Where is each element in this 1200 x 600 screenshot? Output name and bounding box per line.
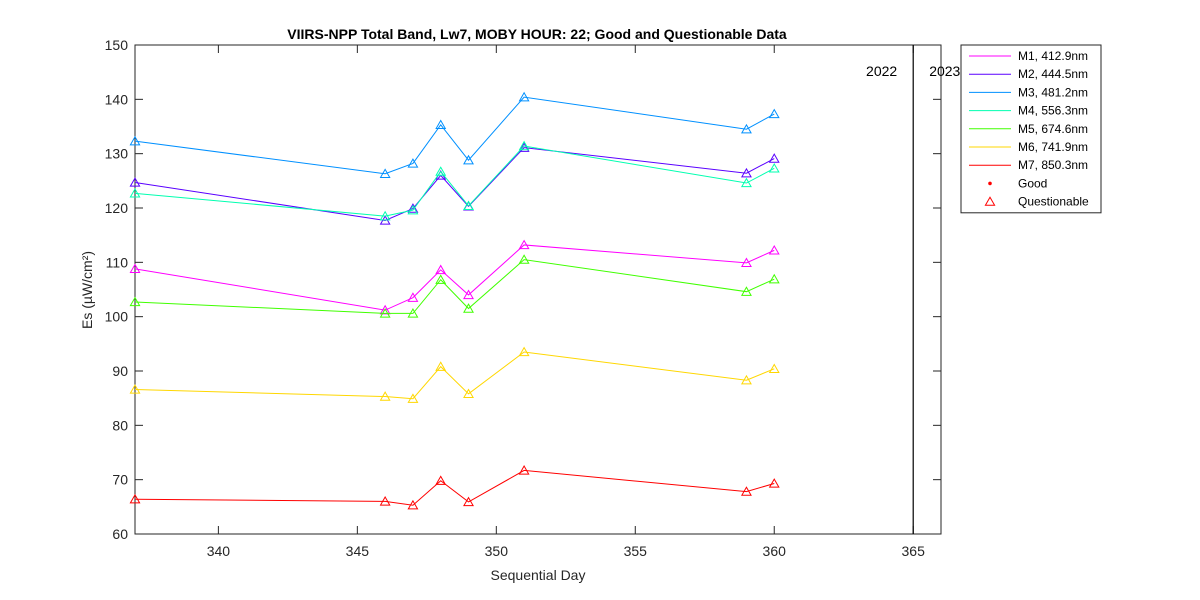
y-tick-label: 150 bbox=[105, 37, 129, 53]
data-point bbox=[518, 254, 530, 264]
x-axis-label: Sequential Day bbox=[491, 567, 586, 583]
series-line-5 bbox=[134, 259, 775, 314]
data-point bbox=[435, 264, 447, 275]
legend: M1, 412.9nm M2, 444.5nm M3, 481.2nm M4, 556… bbox=[960, 44, 1102, 214]
data-point bbox=[435, 166, 447, 176]
legend-entry: M3, 481.2nm bbox=[1018, 85, 1088, 99]
legend-entry: M5, 674.6nm bbox=[1018, 122, 1088, 136]
x-tick-label: 345 bbox=[346, 543, 370, 559]
series-line-2 bbox=[134, 147, 775, 222]
data-point bbox=[518, 465, 530, 475]
data-point bbox=[740, 257, 752, 268]
x-tick-label: 365 bbox=[902, 543, 926, 559]
data-point bbox=[518, 142, 530, 152]
y-tick-label: 110 bbox=[106, 254, 129, 270]
legend-entry: M7, 850.3nm bbox=[1018, 158, 1088, 172]
data-point bbox=[435, 475, 447, 485]
data-point bbox=[463, 303, 474, 313]
data-point bbox=[407, 203, 419, 213]
data-point bbox=[407, 158, 419, 168]
y-tick-label: 130 bbox=[105, 146, 129, 162]
data-point bbox=[463, 200, 474, 211]
series-layer bbox=[129, 91, 780, 510]
legend-entry: Good bbox=[1018, 176, 1047, 190]
y-tick-label: 140 bbox=[105, 91, 129, 107]
y-tick-label: 60 bbox=[112, 526, 128, 542]
data-point bbox=[740, 374, 752, 385]
data-point bbox=[768, 153, 780, 163]
data-point bbox=[407, 308, 419, 318]
data-point bbox=[740, 177, 752, 188]
legend-marker-good bbox=[988, 181, 992, 186]
data-point bbox=[518, 346, 530, 357]
data-point bbox=[740, 486, 752, 496]
data-point bbox=[768, 478, 780, 488]
data-point bbox=[379, 391, 391, 401]
series-line-4 bbox=[134, 145, 775, 217]
data-point bbox=[129, 493, 141, 504]
y-tick-label: 90 bbox=[112, 363, 128, 379]
data-point bbox=[129, 177, 141, 187]
data-point bbox=[129, 263, 141, 274]
series-line-7 bbox=[134, 469, 775, 506]
plot-area bbox=[134, 44, 942, 535]
data-point bbox=[768, 273, 780, 284]
data-point bbox=[407, 292, 419, 302]
x-tick-label: 360 bbox=[763, 543, 787, 559]
data-point bbox=[435, 361, 447, 371]
data-point bbox=[407, 204, 419, 215]
data-point bbox=[768, 162, 780, 173]
data-point bbox=[129, 135, 141, 146]
data-point bbox=[740, 123, 752, 134]
data-point bbox=[463, 154, 474, 165]
y-axis-label: Es (µW/cm²) bbox=[79, 251, 95, 329]
data-point bbox=[740, 286, 752, 296]
data-point bbox=[518, 91, 530, 102]
data-point bbox=[463, 388, 474, 398]
x-tick-label: 340 bbox=[207, 543, 231, 559]
data-point bbox=[129, 187, 141, 198]
legend-marker-questionable bbox=[984, 196, 996, 206]
data-point bbox=[129, 384, 141, 394]
data-point bbox=[379, 496, 391, 506]
y-tick-label: 100 bbox=[105, 309, 129, 325]
legend-entry: M6, 741.9nm bbox=[1018, 140, 1088, 154]
series-line-3 bbox=[134, 96, 775, 175]
data-point bbox=[379, 168, 391, 178]
data-point bbox=[518, 140, 530, 151]
y-tick-label: 80 bbox=[112, 417, 128, 433]
x-axis: 340 345 350 355 360 365 bbox=[207, 45, 925, 559]
data-point bbox=[129, 296, 141, 307]
year-label-left: 2022 bbox=[866, 63, 897, 79]
series-line-1 bbox=[134, 244, 775, 311]
legend-entry: M1, 412.9nm bbox=[1018, 49, 1088, 63]
data-point bbox=[407, 393, 419, 403]
legend-entry: M2, 444.5nm bbox=[1018, 67, 1088, 81]
series-line-6 bbox=[134, 351, 775, 400]
chart-title: VIIRS-NPP Total Band, Lw7, MOBY HOUR: 22… bbox=[287, 26, 787, 42]
legend-entry: M4, 556.3nm bbox=[1018, 104, 1088, 118]
y-tick-label: 70 bbox=[112, 472, 128, 488]
y-axis: 60 70 80 90 100 110 120 130 140 150 bbox=[105, 37, 941, 542]
data-point bbox=[407, 499, 419, 510]
year-boundary: 2022 2023 bbox=[866, 45, 961, 534]
data-point bbox=[379, 308, 391, 318]
y-tick-label: 120 bbox=[105, 200, 129, 216]
data-point bbox=[379, 210, 391, 221]
data-point bbox=[435, 274, 447, 284]
data-point bbox=[740, 167, 752, 178]
data-point bbox=[463, 289, 474, 300]
x-tick-label: 350 bbox=[485, 543, 509, 559]
data-point bbox=[463, 496, 474, 507]
year-label-right: 2023 bbox=[929, 63, 960, 79]
data-point bbox=[768, 108, 780, 119]
data-point bbox=[518, 239, 530, 250]
data-point bbox=[768, 363, 780, 374]
x-tick-label: 355 bbox=[624, 543, 648, 559]
data-point bbox=[768, 245, 780, 255]
data-point bbox=[435, 119, 447, 130]
legend-entry: Questionable bbox=[1018, 195, 1089, 209]
